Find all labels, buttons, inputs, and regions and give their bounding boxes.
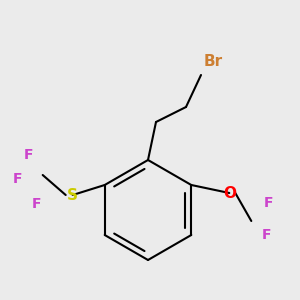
Text: Br: Br [204,54,223,69]
Text: S: S [67,188,78,202]
Text: F: F [263,196,273,210]
Text: F: F [24,148,33,162]
Text: F: F [13,172,23,186]
Text: F: F [261,228,271,242]
Text: F: F [32,197,41,211]
Text: O: O [223,185,236,200]
